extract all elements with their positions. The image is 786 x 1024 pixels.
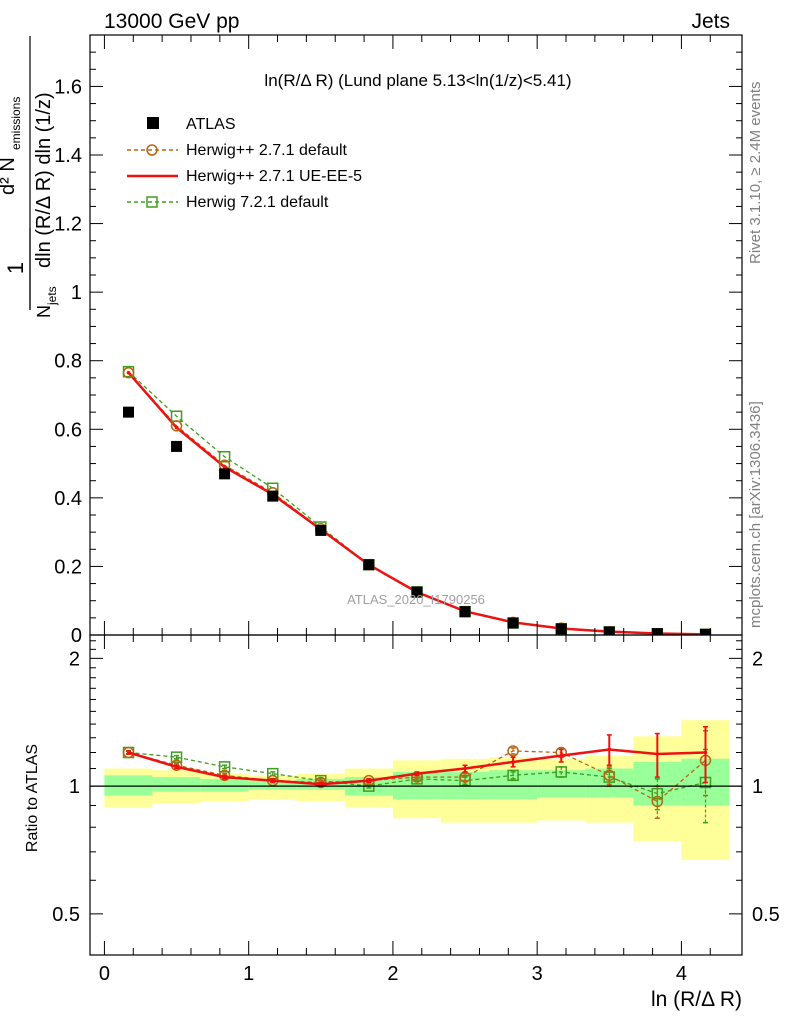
ratio-point-herwigpp-ueee5 — [463, 766, 467, 771]
x-tick-label: 0 — [99, 963, 110, 985]
header-left: 13000 GeV pp — [104, 10, 239, 33]
point-atlas — [171, 440, 183, 452]
legend-marker-atlas — [147, 117, 159, 129]
ratio-point-herwigpp-ueee5 — [655, 752, 660, 756]
main-y-tick-label: 1 — [71, 282, 82, 304]
main-y-tick-label: 0.2 — [54, 556, 82, 578]
ratio-panel-frame — [89, 634, 743, 956]
point-herwigpp-ueee5 — [126, 370, 131, 375]
point-atlas — [123, 406, 135, 418]
point-herwigpp-default — [122, 366, 135, 379]
ratio-point-herwig7 — [170, 751, 183, 763]
ratio-y-tick-label-right: 2 — [752, 648, 763, 670]
legend-label-atlas: ATLAS — [186, 116, 236, 133]
main-y-tick-label: 0 — [71, 625, 82, 647]
chart-title: ln(R/Δ R) (Lund plane 5.13<ln(1/z)<5.41) — [264, 71, 571, 90]
point-herwigpp-default — [170, 420, 183, 432]
ratio-band-inner — [104, 775, 153, 796]
legend-label-herwig7: Herwig 7.2.1 default — [186, 194, 329, 211]
ratio-point-herwigpp-ueee5 — [607, 747, 612, 752]
ratio-y-tick-label: 2 — [69, 648, 80, 670]
ratio-point-herwigpp-ueee5 — [174, 765, 179, 769]
point-atlas — [315, 524, 327, 536]
ratio-point-herwig7 — [218, 761, 231, 773]
ratio-point-herwigpp-ueee5 — [222, 775, 227, 779]
rivet-label: Rivet 3.1.10, ≥ 2.4M events — [747, 82, 764, 265]
point-atlas — [267, 490, 279, 502]
point-atlas — [411, 586, 423, 598]
ratio-point-herwigpp-ueee5 — [367, 778, 371, 783]
ratio-point-herwigpp-ueee5 — [270, 778, 275, 783]
legend-marker-herwigpp-default — [146, 144, 158, 156]
ratio-point-herwigpp-ueee5 — [126, 750, 131, 755]
header-right: Jets — [691, 10, 730, 33]
point-atlas — [219, 468, 231, 480]
legend-marker-herwig7 — [146, 196, 158, 208]
ratio-point-herwigpp-ueee5 — [415, 771, 419, 776]
main-y-axis-label-subscript-jets: jets — [45, 286, 59, 306]
ratio-y-tick-label: 0.5 — [52, 904, 80, 926]
point-atlas — [700, 628, 712, 635]
main-y-axis-label-subscript-emissions: emissions — [9, 97, 23, 150]
point-herwigpp-ueee5 — [174, 425, 179, 430]
x-tick-label: 2 — [387, 963, 398, 985]
ratio-point-herwigpp-default — [603, 769, 616, 782]
main-y-tick-label: 0.8 — [54, 351, 82, 373]
point-herwigpp-ueee5 — [222, 465, 227, 469]
ratio-point-herwig7 — [555, 766, 568, 778]
ratio-point-herwigpp-default — [315, 776, 327, 789]
legend-label-herwigpp-default: Herwig++ 2.7.1 default — [186, 142, 348, 159]
mcplots-label: mcplots.cern.ch [arXiv:1306.3436] — [747, 401, 764, 628]
watermark: ATLAS_2020_I1790256 — [347, 592, 485, 607]
ratio-y-tick-label: 1 — [69, 776, 80, 798]
x-axis-label: ln (R/Δ R) — [651, 988, 742, 1011]
main-y-axis-label-one: 1 — [3, 262, 28, 274]
ratio-point-herwigpp-default — [651, 795, 664, 808]
ratio-point-herwig7 — [507, 769, 519, 782]
ratio-band-inner — [152, 777, 201, 792]
point-herwig7 — [218, 450, 231, 463]
main-y-tick-label: 1.2 — [54, 214, 82, 236]
ratio-y-tick-label-right: 0.5 — [752, 904, 780, 926]
ratio-point-herwigpp-ueee5 — [318, 782, 323, 787]
ratio-point-herwigpp-ueee5 — [559, 753, 564, 758]
main-y-axis-label-d2: d² N — [0, 157, 19, 195]
ratio-band-inner — [200, 778, 249, 792]
point-atlas — [651, 628, 663, 635]
x-tick-label: 3 — [532, 963, 543, 985]
point-atlas — [363, 559, 375, 571]
main-y-tick-label: 0.4 — [54, 488, 82, 510]
ratio-point-herwigpp-ueee5 — [703, 750, 708, 755]
point-herwig7 — [170, 410, 183, 423]
point-atlas — [459, 606, 471, 618]
ratio-point-herwigpp-default — [507, 745, 519, 757]
point-atlas — [603, 626, 615, 635]
main-y-tick-label: 1.4 — [54, 145, 82, 167]
point-atlas — [507, 617, 519, 629]
ratio-point-herwigpp-ueee5 — [511, 760, 515, 764]
legend-label-herwigpp-ueee5: Herwig++ 2.7.1 UE-EE-5 — [186, 168, 362, 185]
main-y-tick-label: 1.6 — [54, 76, 82, 98]
ratio-y-axis-label: Ratio to ATLAS — [24, 744, 41, 852]
legend: ATLAS Herwig++ 2.7.1 default Herwig++ 2.… — [127, 116, 362, 211]
ratio-point-herwigpp-default — [122, 746, 135, 759]
ratio-y-tick-label-right: 1 — [752, 776, 763, 798]
main-y-tick-label: 0.6 — [54, 419, 82, 441]
x-tick-label: 1 — [243, 963, 254, 985]
x-tick-label: 4 — [676, 963, 687, 985]
main-y-axis-label-denominator-2: dln (R/Δ R) dln (1/z) — [33, 92, 55, 268]
main-y-axis-label-denominator-1: N — [34, 305, 54, 318]
point-atlas — [555, 623, 567, 635]
